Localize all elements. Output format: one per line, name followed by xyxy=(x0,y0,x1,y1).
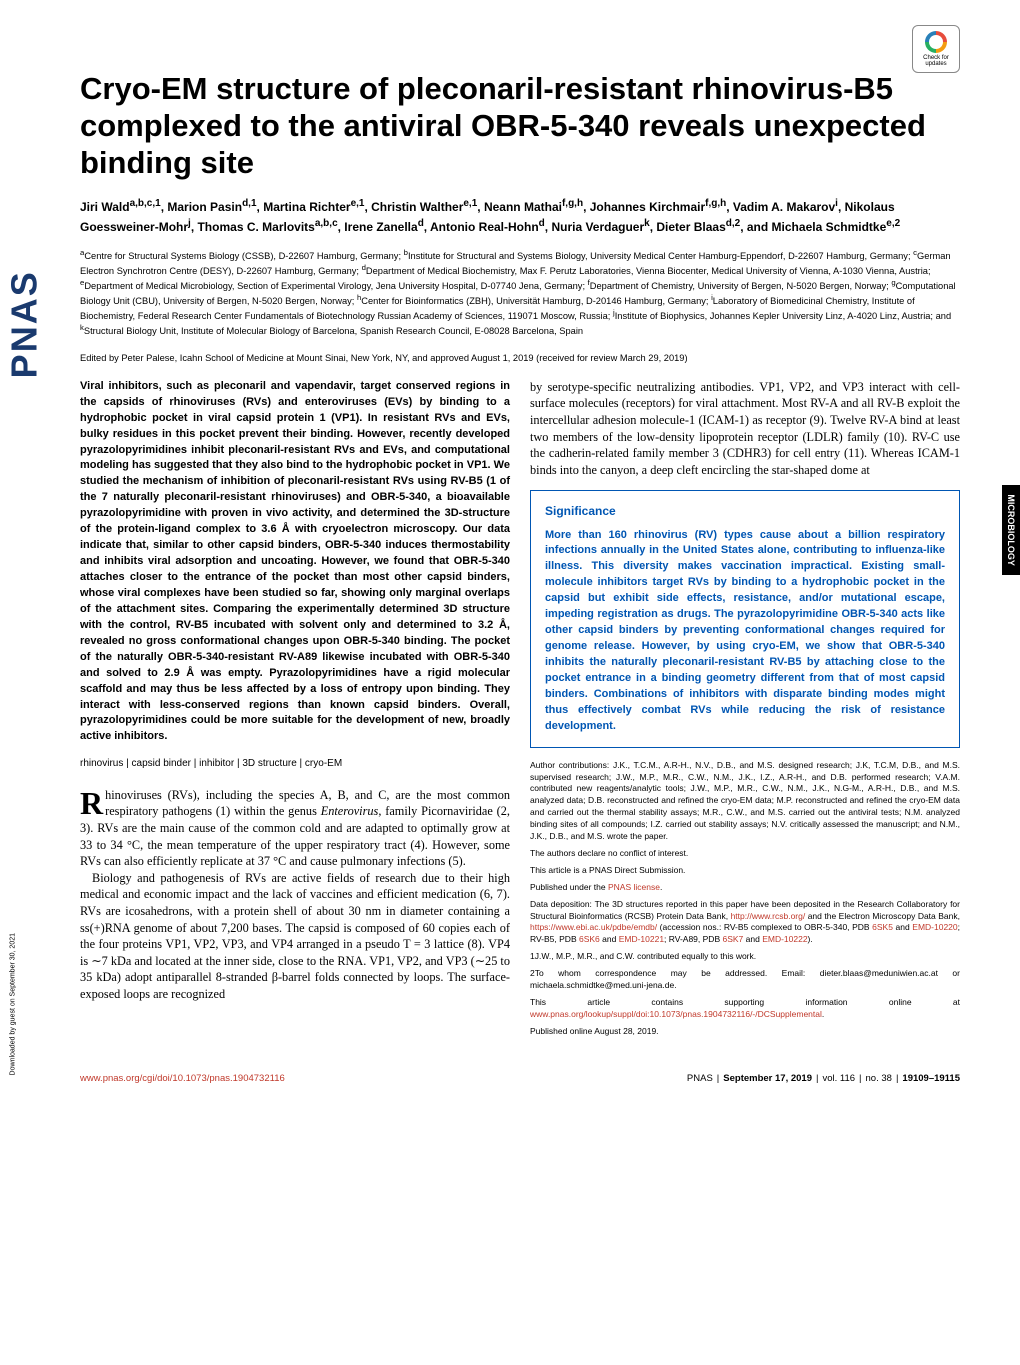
affiliations: aCentre for Structural Systems Biology (… xyxy=(80,248,960,339)
journal-logo: PNAS xyxy=(1,270,50,378)
section-tab: MICROBIOLOGY xyxy=(1002,485,1020,575)
submission-type: This article is a PNAS Direct Submission… xyxy=(530,865,960,877)
conflict-statement: The authors declare no conflict of inter… xyxy=(530,848,960,860)
correspondence-note: 2To whom correspondence may be addressed… xyxy=(530,968,960,992)
supplemental-info: This article contains supporting informa… xyxy=(530,997,960,1021)
license-link[interactable]: PNAS license xyxy=(608,882,660,892)
emd-link[interactable]: EMD-10222 xyxy=(762,934,807,944)
emd-link[interactable]: EMD-10221 xyxy=(619,934,664,944)
keywords: rhinovirus | capsid binder | inhibitor |… xyxy=(80,757,510,771)
footer-citation: PNAS|September 17, 2019|vol. 116|no. 38|… xyxy=(687,1073,960,1086)
footer-doi: www.pnas.org/cgi/doi/10.1073/pnas.190473… xyxy=(80,1073,285,1086)
significance-text: More than 160 rhinovirus (RV) types caus… xyxy=(545,528,945,735)
publication-date: Published online August 28, 2019. xyxy=(530,1026,960,1038)
crossmark-label: Check for updates xyxy=(915,55,957,67)
pdb-link[interactable]: 6SK6 xyxy=(579,934,600,944)
pdb-link[interactable]: 6SK5 xyxy=(872,922,893,932)
abstract: Viral inhibitors, such as pleconaril and… xyxy=(80,379,510,746)
supplemental-link[interactable]: www.pnas.org/lookup/suppl/doi:10.1073/pn… xyxy=(530,1009,822,1019)
significance-title: Significance xyxy=(545,503,945,519)
body-text-right: by serotype-specific neutralizing antibo… xyxy=(530,379,960,479)
author-list: Jiri Walda,b,c,1, Marion Pasind,1, Marti… xyxy=(80,196,960,236)
doi-link[interactable]: www.pnas.org/cgi/doi/10.1073/pnas.190473… xyxy=(80,1073,285,1084)
body-text-left: Rhinoviruses (RVs), including the specie… xyxy=(80,787,510,1003)
article-metadata: Author contributions: J.K., T.C.M., A.R-… xyxy=(530,760,960,1038)
significance-box: Significance More than 160 rhinovirus (R… xyxy=(530,490,960,747)
emdb-link[interactable]: https://www.ebi.ac.uk/pdbe/emdb/ xyxy=(530,922,657,932)
pdb-link[interactable]: 6SK7 xyxy=(722,934,743,944)
data-deposition: Data deposition: The 3D structures repor… xyxy=(530,899,960,947)
body-para: Biology and pathogenesis of RVs are acti… xyxy=(80,870,510,1003)
edited-by: Edited by Peter Palese, Icahn School of … xyxy=(80,352,960,365)
emd-link[interactable]: EMD-10220 xyxy=(912,922,957,932)
crossmark-icon xyxy=(925,31,947,53)
two-column-layout: Viral inhibitors, such as pleconaril and… xyxy=(80,379,960,1043)
left-column: Viral inhibitors, such as pleconaril and… xyxy=(80,379,510,1043)
body-para: by serotype-specific neutralizing antibo… xyxy=(530,379,960,479)
license-line: Published under the PNAS license. xyxy=(530,882,960,894)
rcsb-link[interactable]: http://www.rcsb.org/ xyxy=(731,911,806,921)
dropcap: R xyxy=(80,787,105,817)
crossmark-badge[interactable]: Check for updates xyxy=(912,25,960,73)
equal-contribution-note: 1J.W., M.P., M.R., and C.W. contributed … xyxy=(530,951,960,963)
download-note: Downloaded by guest on September 30, 202… xyxy=(9,933,18,1075)
page-footer: www.pnas.org/cgi/doi/10.1073/pnas.190473… xyxy=(80,1067,960,1086)
article-title: Cryo-EM structure of pleconaril-resistan… xyxy=(80,70,960,182)
journal-sidebar: PNAS xyxy=(0,0,50,1365)
right-column: by serotype-specific neutralizing antibo… xyxy=(530,379,960,1043)
author-contributions: Author contributions: J.K., T.C.M., A.R-… xyxy=(530,760,960,843)
